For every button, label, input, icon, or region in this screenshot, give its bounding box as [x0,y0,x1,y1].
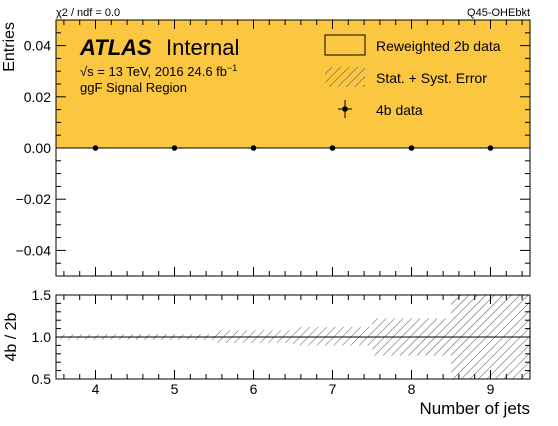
legend-label-error: Stat. + Syst. Error [376,70,487,86]
y-tick-label: 0.04 [24,38,51,54]
ratio-y-tick-labels: 0.5 1.0 1.5 [32,287,52,387]
data-point [408,145,415,151]
energy-text: √s = 13 TeV, 2016 24.6 fb [80,64,227,79]
main-panel: −0.04 −0.02 0.00 0.02 0.04 [16,19,531,277]
legend-swatch-error [325,67,365,87]
legend: Reweighted 2b data Stat. + Syst. Error 4… [324,34,501,118]
data-point [250,145,257,151]
x-tick-label: 9 [487,381,495,397]
internal-label: Internal [166,35,239,60]
y-tick-label: 0.00 [24,140,51,156]
x-tick-label: 7 [329,381,337,397]
data-point [329,145,336,151]
x-tick-label: 8 [408,381,416,397]
y-tick-label: −0.02 [16,191,52,207]
legend-marker-data [342,106,348,112]
data-point [487,145,494,151]
y-tick-label: −0.04 [16,242,52,258]
legend-swatch-reweighted [324,34,366,56]
energy-label: √s = 13 TeV, 2016 24.6 fb−1 [80,63,237,79]
data-point [92,145,99,151]
chi2-label: χ2 / ndf = 0.0 [56,7,120,19]
legend-label-data: 4b data [376,102,423,118]
ratio-panel: 0.5 1.0 1.5 4 5 6 7 8 9 [32,287,531,397]
main-frame [55,19,531,277]
ratio-y-tick-label: 0.5 [32,371,52,387]
error-band [293,326,372,346]
x-tick-label: 4 [92,381,100,397]
y-tick-label: 0.02 [24,89,51,105]
x-tick-label: 6 [250,381,258,397]
ratio-y-tick-label: 1.5 [32,287,52,303]
ratio-frame [55,294,531,380]
energy-superscript: −1 [227,63,237,73]
x-axis-title: Number of jets [419,399,530,418]
atlas-label: ATLAS [79,35,152,60]
legend-label-reweighted: Reweighted 2b data [376,38,501,54]
data-point [171,145,178,151]
ratio-y-tick-label: 1.0 [32,329,52,345]
data-points [92,145,494,151]
x-tick-label: 5 [171,381,179,397]
region-label: ggF Signal Region [80,80,187,95]
main-y-axis-title: Entries [1,22,18,72]
ratio-y-axis-title: 4b / 2b [3,312,20,361]
tag-label: Q45-OHEbkt [467,7,530,19]
reweighted-2b-fill [56,20,530,148]
main-y-tick-labels: −0.04 −0.02 0.00 0.02 0.04 [16,38,52,259]
x-tick-labels: 4 5 6 7 8 9 [92,381,495,397]
